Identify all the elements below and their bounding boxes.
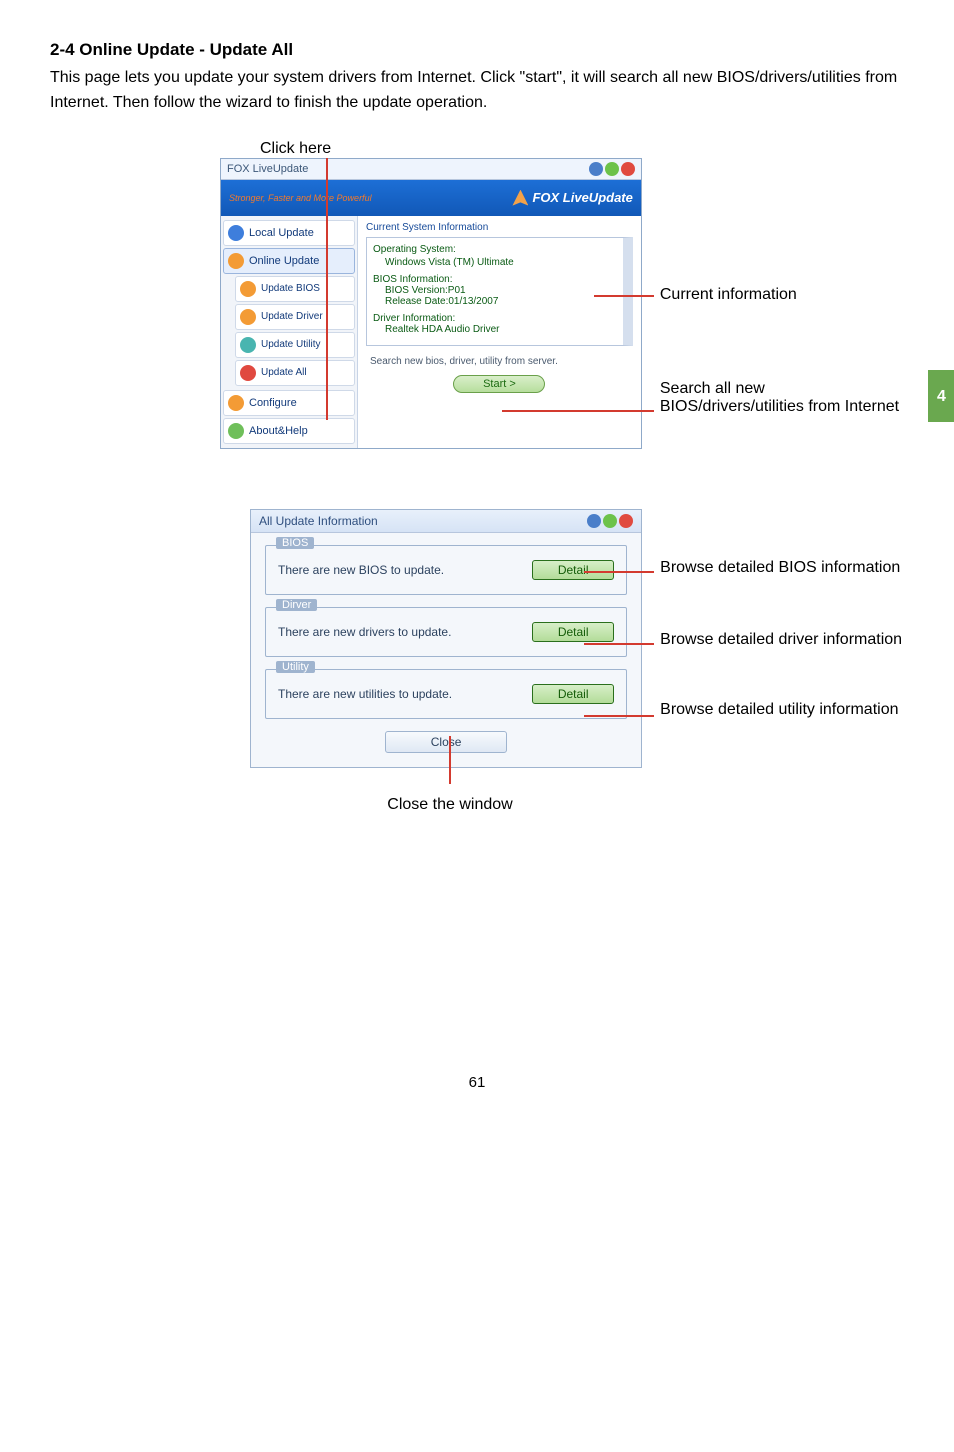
close-window-caption: Close the window — [250, 796, 650, 814]
sidebar-item-update-all[interactable]: Update All — [235, 360, 355, 386]
start-button[interactable]: Start > — [453, 375, 545, 393]
sidebar-item-configure[interactable]: Configure — [223, 390, 355, 416]
utility-text: There are new utilities to update. — [278, 687, 452, 701]
sidebar: Local Update Online Update Update BIOS U… — [221, 216, 358, 448]
update-all-icon — [240, 365, 256, 381]
minimize-icon[interactable] — [587, 514, 601, 528]
sidebar-label: Update Utility — [261, 339, 320, 350]
sidebar-label: Online Update — [249, 255, 319, 267]
sidebar-label: Configure — [249, 397, 297, 409]
click-here-line — [326, 158, 328, 420]
maximize-icon[interactable] — [605, 162, 619, 176]
callout-utility: Browse detailed utility information — [660, 701, 898, 719]
banner-logo: FOX LiveUpdate — [512, 190, 632, 206]
sidebar-item-update-driver[interactable]: Update Driver — [235, 304, 355, 330]
system-info-box: Operating System: Windows Vista (TM) Ult… — [366, 237, 633, 346]
bios-text: There are new BIOS to update. — [278, 563, 444, 577]
window1-content: Current System Information Operating Sys… — [358, 216, 641, 448]
fox-liveupdate-window: FOX LiveUpdate Stronger, Faster and More… — [220, 158, 642, 449]
configure-icon — [228, 395, 244, 411]
sidebar-label: Update All — [261, 367, 307, 378]
bios-date: Release Date:01/13/2007 — [385, 296, 617, 307]
update-utility-icon — [240, 337, 256, 353]
window2-title: All Update Information — [259, 514, 378, 528]
window1-titlebar: FOX LiveUpdate — [221, 159, 641, 180]
online-update-icon — [228, 253, 244, 269]
banner-slogan: Stronger, Faster and More Powerful — [229, 193, 372, 203]
page-tab: 4 — [928, 370, 954, 422]
update-driver-icon — [240, 309, 256, 325]
callout-line — [584, 571, 654, 573]
callout-bios: Browse detailed BIOS information — [660, 559, 900, 577]
utility-detail-button[interactable]: Detail — [532, 684, 614, 704]
sidebar-item-update-bios[interactable]: Update BIOS — [235, 276, 355, 302]
sidebar-label: Update BIOS — [261, 283, 320, 294]
close-button[interactable]: Close — [385, 731, 507, 753]
update-bios-icon — [240, 281, 256, 297]
window2-titlebar: All Update Information — [251, 510, 641, 533]
banner-title: FOX LiveUpdate — [532, 190, 632, 205]
current-system-info-header: Current System Information — [366, 222, 633, 233]
intro-text: This page lets you update your system dr… — [50, 66, 904, 116]
page-number: 61 — [50, 1074, 904, 1091]
close-icon[interactable] — [621, 162, 635, 176]
window1-title: FOX LiveUpdate — [227, 163, 308, 175]
fox-icon — [512, 190, 528, 206]
local-update-icon — [228, 225, 244, 241]
all-update-info-window: All Update Information BIOS There are ne… — [250, 509, 642, 768]
driver-value: Realtek HDA Audio Driver — [385, 324, 617, 335]
driver-head: Driver Information: — [373, 313, 617, 324]
sidebar-label: About&Help — [249, 425, 308, 437]
driver-text: There are new drivers to update. — [278, 625, 451, 639]
os-head: Operating System: — [373, 244, 617, 255]
close-icon[interactable] — [619, 514, 633, 528]
sidebar-item-online-update[interactable]: Online Update — [223, 248, 355, 274]
sidebar-item-local-update[interactable]: Local Update — [223, 220, 355, 246]
window1-banner: Stronger, Faster and More Powerful FOX L… — [221, 180, 641, 216]
sidebar-label: Local Update — [249, 227, 314, 239]
window1-controls — [589, 162, 635, 176]
utility-legend: Utility — [276, 661, 315, 673]
callout-line — [594, 295, 654, 297]
callout-line — [502, 410, 654, 412]
os-value: Windows Vista (TM) Ultimate — [385, 257, 617, 268]
click-here-label: Click here — [260, 140, 904, 158]
section-title: 2-4 Online Update - Update All — [50, 40, 904, 60]
callout-current-info: Current information — [660, 286, 797, 304]
bios-legend: BIOS — [276, 537, 314, 549]
driver-legend: Dirver — [276, 599, 317, 611]
bios-detail-button[interactable]: Detail — [532, 560, 614, 580]
maximize-icon[interactable] — [603, 514, 617, 528]
bios-groupbox: BIOS There are new BIOS to update. Detai… — [265, 545, 627, 595]
utility-groupbox: Utility There are new utilities to updat… — [265, 669, 627, 719]
close-caption-line — [449, 736, 451, 784]
driver-groupbox: Dirver There are new drivers to update. … — [265, 607, 627, 657]
callout-driver: Browse detailed driver information — [660, 631, 902, 649]
callout-search-new: Search all new BIOS/drivers/utilities fr… — [660, 380, 904, 416]
sidebar-label: Update Driver — [261, 311, 323, 322]
sidebar-item-about-help[interactable]: About&Help — [223, 418, 355, 444]
bios-head: BIOS Information: — [373, 274, 617, 285]
callout-line — [584, 643, 654, 645]
sidebar-item-update-utility[interactable]: Update Utility — [235, 332, 355, 358]
search-line: Search new bios, driver, utility from se… — [370, 356, 633, 367]
minimize-icon[interactable] — [589, 162, 603, 176]
about-help-icon — [228, 423, 244, 439]
callout-line — [584, 715, 654, 717]
bios-version: BIOS Version:P01 — [385, 285, 617, 296]
driver-detail-button[interactable]: Detail — [532, 622, 614, 642]
window2-controls — [587, 514, 633, 528]
